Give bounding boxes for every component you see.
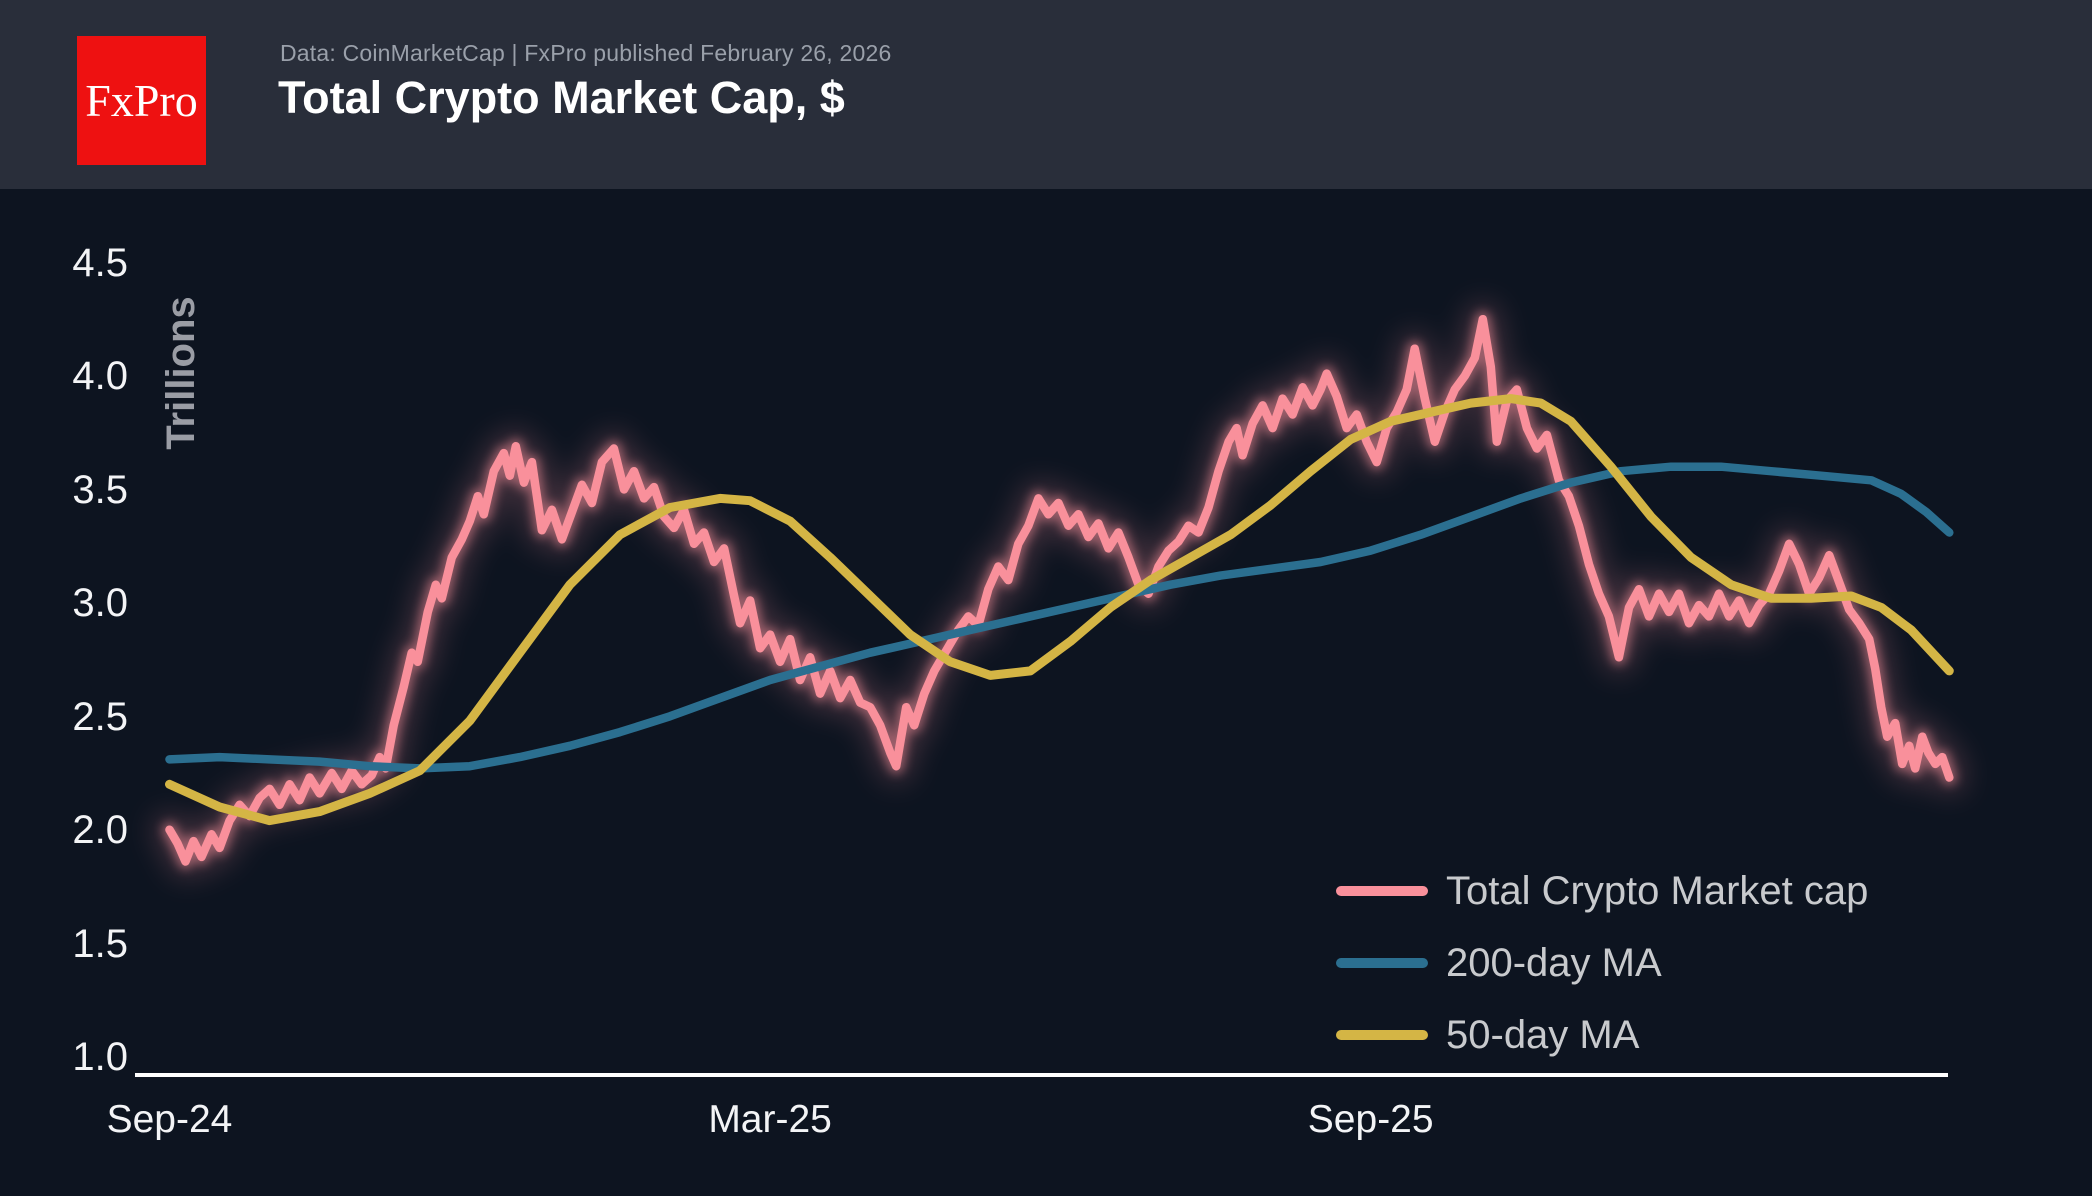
- market-cap-line-swatch: [1336, 886, 1428, 896]
- fxpro-logo: FxPro: [77, 36, 206, 165]
- y-tick-label: 3.5: [72, 467, 128, 512]
- y-axis-title: Trillions: [159, 296, 203, 450]
- ma200-line: [165, 462, 1954, 773]
- y-tick-label: 2.5: [72, 694, 128, 739]
- header: FxPro Data: CoinMarketCap | FxPro publis…: [0, 0, 2092, 189]
- y-tick-label: 3.0: [72, 581, 128, 626]
- ma200-line-swatch: [1336, 958, 1428, 968]
- x-axis-line: [135, 1073, 1948, 1077]
- legend-label-ma50: 50-day MA: [1446, 1012, 1640, 1057]
- y-tick-label: 1.5: [72, 921, 128, 966]
- market-cap-line: [165, 314, 1954, 866]
- page-title: Total Crypto Market Cap, $: [278, 72, 845, 123]
- legend-item-market-cap: Total Crypto Market cap: [1336, 868, 1868, 914]
- legend: Total Crypto Market cap 200-day MA 50-da…: [1336, 868, 1868, 1058]
- fxpro-logo-text: FxPro: [85, 75, 198, 126]
- x-tick-label: Sep-25: [1307, 1098, 1434, 1141]
- legend-label-market-cap: Total Crypto Market cap: [1446, 868, 1869, 913]
- legend-item-ma50: 50-day MA: [1336, 1012, 1868, 1058]
- chart-source-subtitle: Data: CoinMarketCap | FxPro published Fe…: [280, 40, 892, 66]
- y-tick-label: 1.0: [72, 1035, 128, 1080]
- x-tick-label: Sep-24: [106, 1098, 233, 1141]
- legend-item-ma200: 200-day MA: [1336, 940, 1868, 986]
- ma50-line-swatch: [1336, 1030, 1428, 1040]
- x-tick-label: Mar-25: [708, 1098, 832, 1141]
- ma50-line: [165, 394, 1954, 826]
- y-tick-label: 4.0: [72, 354, 128, 399]
- y-tick-label: 2.0: [72, 808, 128, 853]
- y-tick-label: 4.5: [72, 241, 128, 285]
- legend-label-ma200: 200-day MA: [1446, 940, 1662, 985]
